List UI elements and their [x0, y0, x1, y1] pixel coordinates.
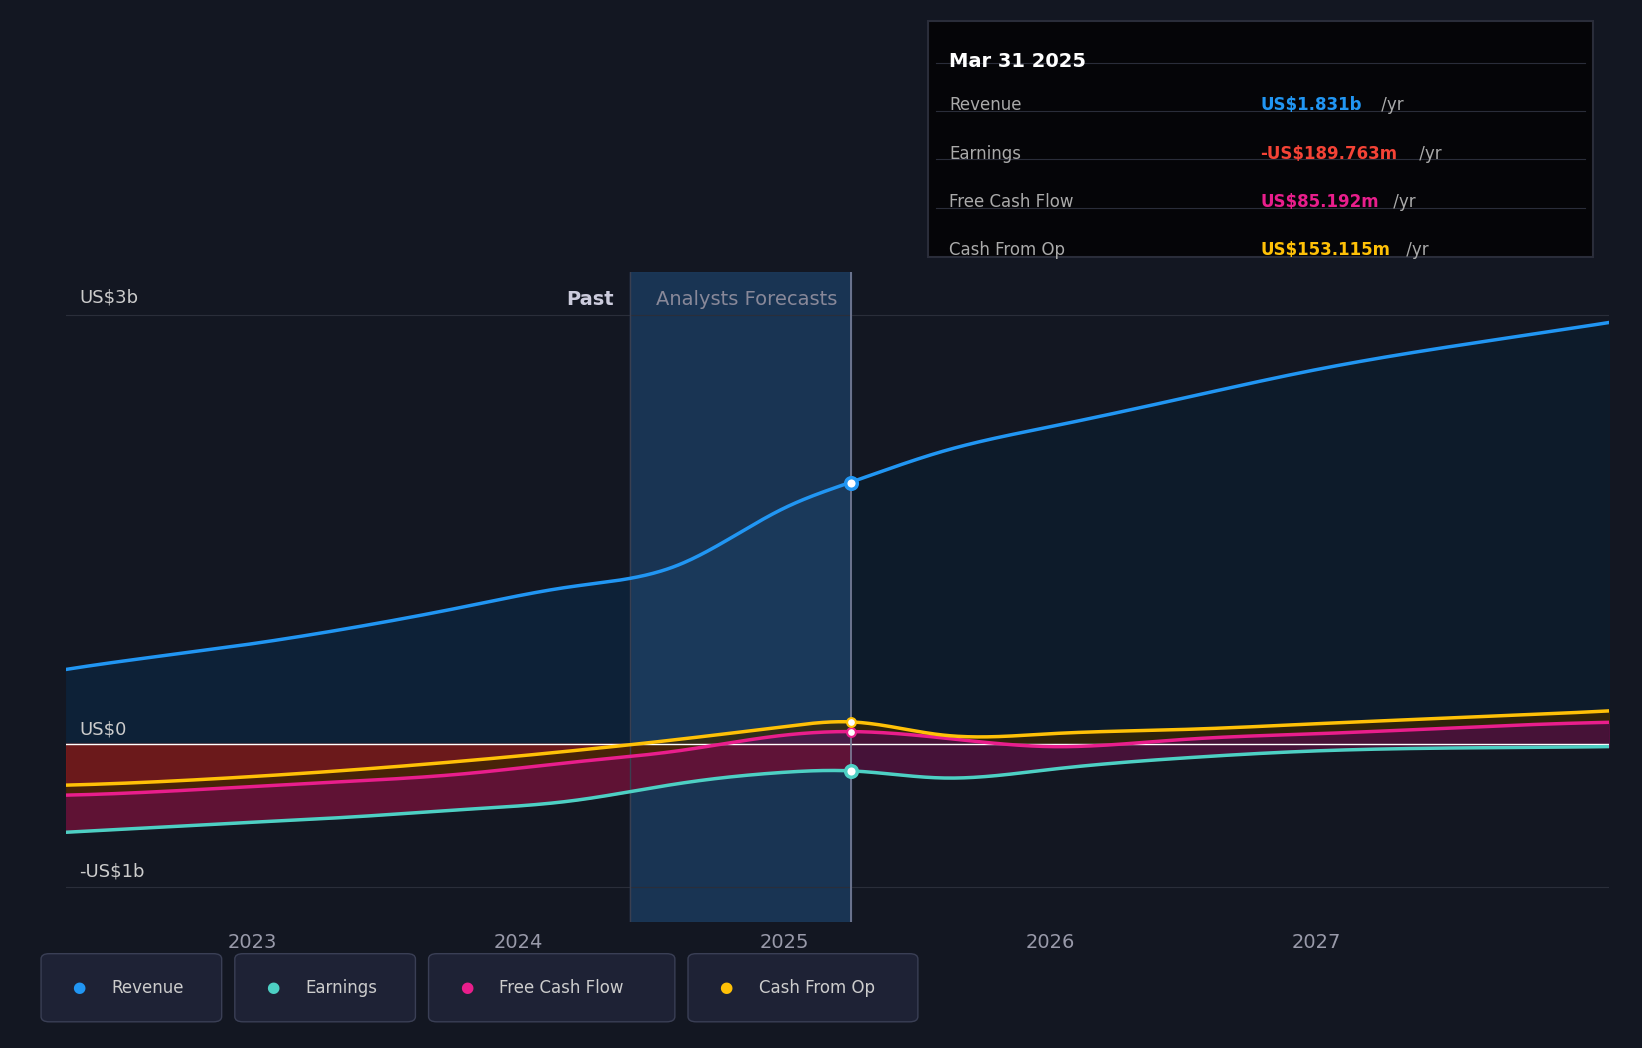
Text: US$0: US$0	[79, 720, 126, 738]
Text: ●: ●	[719, 980, 732, 996]
Text: /yr: /yr	[1376, 96, 1404, 114]
Text: US$85.192m: US$85.192m	[1261, 193, 1379, 211]
Text: /yr: /yr	[1414, 145, 1442, 162]
Text: ●: ●	[72, 980, 85, 996]
Text: ●: ●	[460, 980, 473, 996]
Text: Cash From Op: Cash From Op	[759, 979, 875, 997]
Text: -US$189.763m: -US$189.763m	[1261, 145, 1397, 162]
Text: Revenue: Revenue	[112, 979, 184, 997]
Text: /yr: /yr	[1401, 241, 1429, 259]
Text: /yr: /yr	[1389, 193, 1415, 211]
Text: Earnings: Earnings	[305, 979, 378, 997]
Text: US$1.831b: US$1.831b	[1261, 96, 1361, 114]
Text: Analysts Forecasts: Analysts Forecasts	[657, 289, 837, 308]
Point	[837, 714, 864, 730]
Bar	[631, 272, 851, 922]
Point	[837, 723, 864, 740]
Text: Cash From Op: Cash From Op	[949, 241, 1066, 259]
Text: Past: Past	[566, 289, 614, 308]
Text: ●: ●	[266, 980, 279, 996]
Point	[837, 474, 864, 490]
Text: Earnings: Earnings	[949, 145, 1021, 162]
Text: US$3b: US$3b	[79, 289, 138, 307]
Text: US$153.115m: US$153.115m	[1261, 241, 1391, 259]
Text: -US$1b: -US$1b	[79, 863, 144, 880]
Text: Free Cash Flow: Free Cash Flow	[499, 979, 624, 997]
Text: Free Cash Flow: Free Cash Flow	[949, 193, 1074, 211]
Point	[837, 763, 864, 780]
Text: Revenue: Revenue	[949, 96, 1021, 114]
Text: Mar 31 2025: Mar 31 2025	[949, 52, 1085, 71]
